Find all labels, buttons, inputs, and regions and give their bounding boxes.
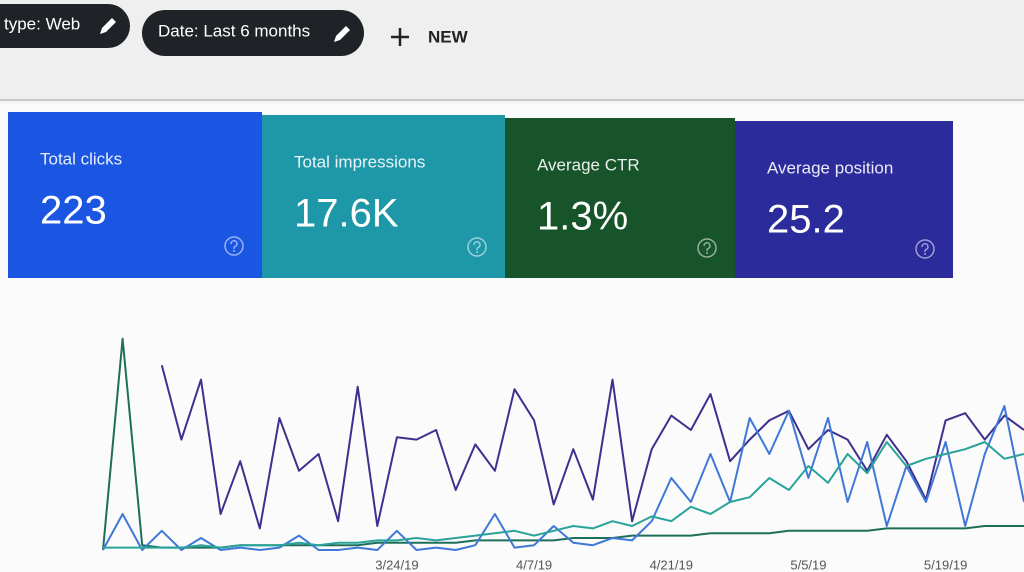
help-dot [706, 252, 708, 254]
chip-bg [142, 10, 364, 56]
chip-label: type: Web [4, 14, 80, 33]
card-value: 25.2 [767, 198, 845, 242]
card-value: 17.6K [294, 192, 399, 236]
metric-card[interactable]: Average CTR 1.3% [505, 118, 735, 278]
metric-card[interactable]: Total impressions 17.6K [262, 115, 505, 278]
help-icon [697, 238, 717, 258]
card-bg [505, 118, 735, 278]
help-dot [924, 253, 926, 255]
x-tick-label: 4/7/19 [516, 557, 552, 572]
help-icon [224, 236, 244, 256]
x-tick-label: 5/19/19 [924, 557, 967, 572]
x-tick-label: 4/21/19 [650, 557, 693, 572]
help-icon [467, 237, 487, 257]
summary-cards: Total clicks 223 Total impressions 17.6K Ave… [8, 112, 953, 278]
x-tick-label: 5/5/19 [790, 557, 826, 572]
new-button[interactable]: NEW [391, 27, 469, 46]
card-value: 223 [40, 189, 107, 233]
chart: 3/24/19 4/7/19 4/21/19 5/5/19 5/19/19 [102, 337, 1024, 572]
card-label: Total impressions [294, 152, 425, 171]
card-bg [8, 112, 262, 278]
series-line [160, 364, 1024, 530]
card-bg [262, 115, 505, 278]
series-line [102, 405, 1024, 551]
help-glyph [921, 243, 929, 253]
chip-bg [0, 4, 130, 48]
chip-label: Date: Last 6 months [158, 21, 310, 40]
edit-icon [100, 18, 116, 34]
filter-chip[interactable]: type: Web [0, 4, 130, 48]
help-dot [233, 250, 235, 252]
metric-card[interactable]: Total clicks 223 [8, 112, 262, 278]
help-glyph [230, 240, 238, 250]
help-glyph [703, 242, 711, 252]
card-value: 1.3% [537, 195, 628, 239]
card-label: Total clicks [40, 149, 122, 168]
x-tick-label: 3/24/19 [375, 557, 418, 572]
filter-chip[interactable]: Date: Last 6 months [142, 10, 364, 56]
new-label: NEW [428, 27, 469, 46]
card-label: Average CTR [537, 155, 640, 174]
help-glyph [473, 241, 481, 251]
help-dot [476, 251, 478, 253]
plus-icon [391, 28, 409, 46]
card-label: Average position [767, 158, 893, 177]
edit-icon [334, 26, 350, 42]
help-icon [915, 239, 935, 259]
series-line [103, 441, 1024, 549]
metric-card[interactable]: Average position 25.2 [735, 121, 953, 278]
